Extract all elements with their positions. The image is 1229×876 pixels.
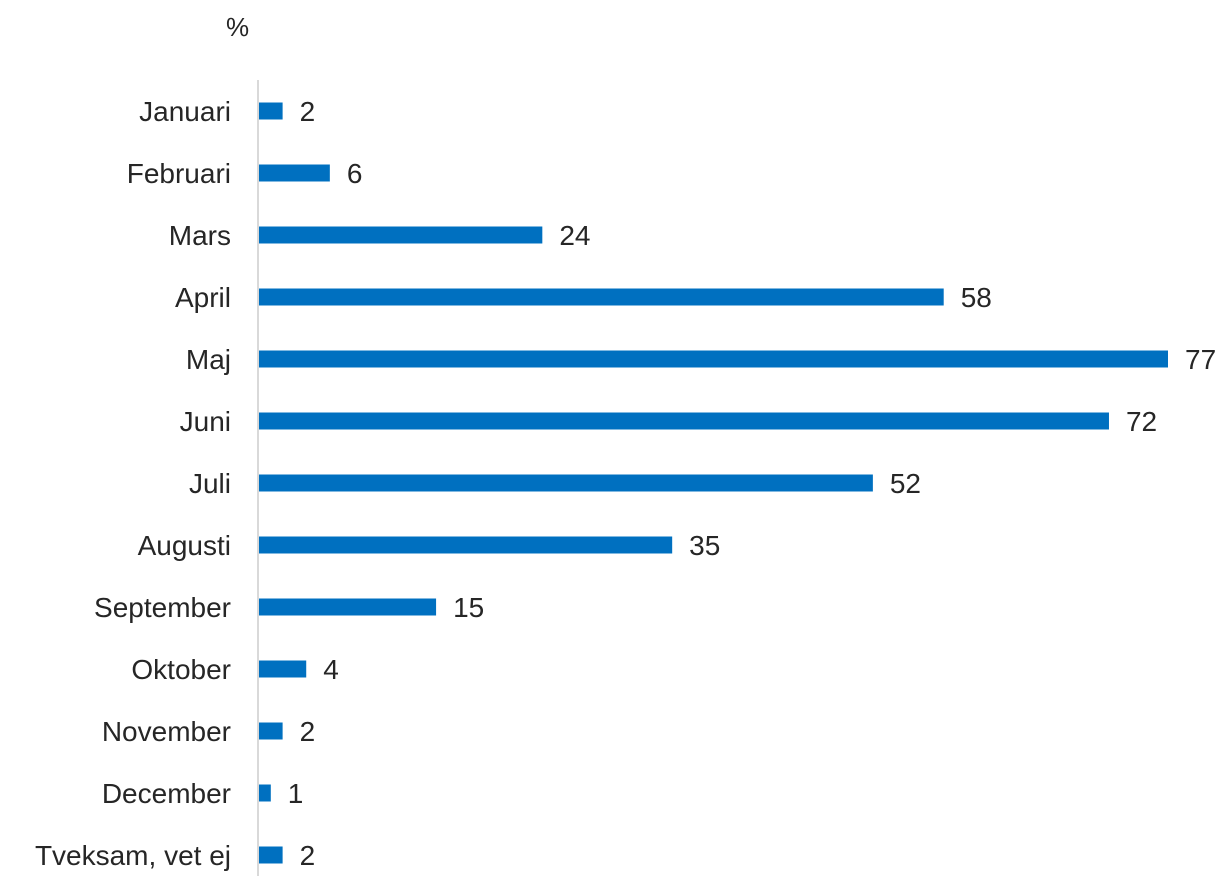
bar-6 [259,474,873,492]
category-label-9: Oktober [131,654,231,685]
bar-5 [259,412,1109,430]
value-label-4: 77 [1185,344,1216,375]
category-label-2: Mars [169,220,231,251]
value-label-12: 2 [300,840,316,871]
category-label-3: April [175,282,231,313]
bar-8 [259,598,437,616]
value-label-6: 52 [890,468,921,499]
bar-11 [259,784,271,802]
value-label-3: 58 [961,282,992,313]
unit-label: % [226,12,249,42]
bar-1 [259,164,330,182]
category-label-1: Februari [127,158,231,189]
bar-4 [259,350,1168,368]
value-label-5: 72 [1126,406,1157,437]
value-label-7: 35 [689,530,720,561]
bar-12 [259,846,283,864]
category-label-6: Juli [189,468,231,499]
category-label-8: September [94,592,231,623]
category-label-11: December [102,778,231,809]
category-label-0: Januari [139,96,231,127]
bars-group [259,102,1168,864]
bar-9 [259,660,307,678]
bar-7 [259,536,673,554]
value-label-9: 4 [323,654,339,685]
value-label-2: 24 [559,220,590,251]
bar-2 [259,226,543,244]
category-label-7: Augusti [138,530,231,561]
category-label-5: Juni [180,406,231,437]
value-label-10: 2 [300,716,316,747]
value-label-8: 15 [453,592,484,623]
value-label-1: 6 [347,158,363,189]
value-label-0: 2 [300,96,316,127]
bar-10 [259,722,283,740]
category-labels: Januari Februari Mars April Maj Juni Juli Augus… [35,96,231,871]
bar-0 [259,102,283,120]
bar-3 [259,288,944,306]
category-label-12: Tveksam, vet ej [35,840,231,871]
category-label-4: Maj [186,344,231,375]
value-label-11: 1 [288,778,304,809]
category-label-10: November [102,716,231,747]
